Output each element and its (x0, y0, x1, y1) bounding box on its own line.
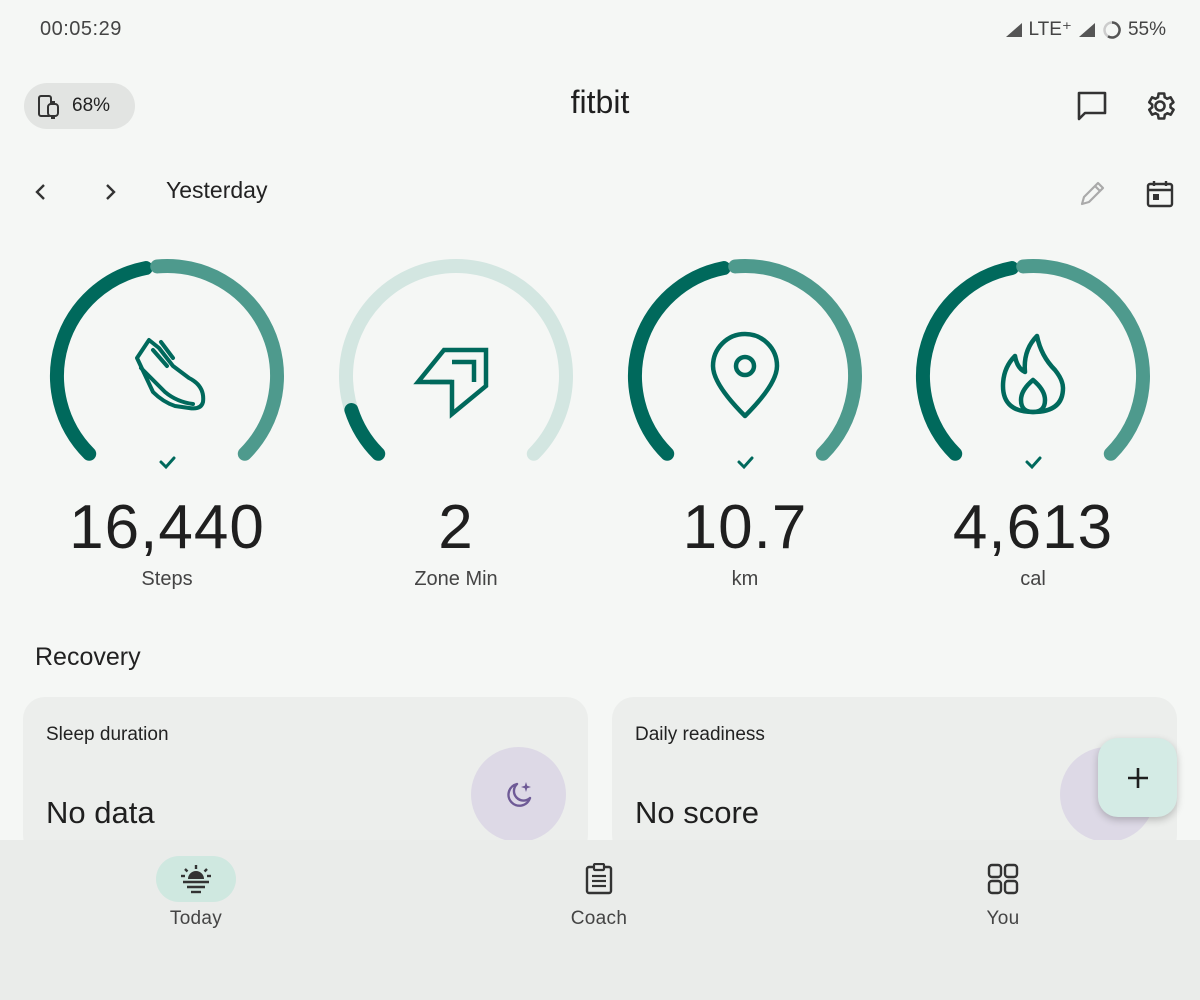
nav-today[interactable]: Today (96, 856, 296, 930)
stat-label: km (731, 568, 759, 590)
status-bar: 00:05:29 LTE⁺ 55% (0, 0, 1200, 60)
progress-ring (628, 259, 862, 470)
goal-check-icon (737, 456, 754, 470)
add-button[interactable] (1098, 738, 1177, 817)
clipboard-icon (585, 863, 613, 895)
pencil-icon (1080, 181, 1105, 206)
ring-progress-arc (344, 402, 386, 461)
app-title: fitbit (570, 84, 630, 120)
stat-zone-minutes[interactable]: 2 Zone Min (326, 248, 586, 608)
ring-track-arc (339, 259, 573, 461)
nav-label: You (986, 908, 1020, 929)
chevron-left-icon (35, 184, 45, 200)
network-label: LTE⁺ (1028, 19, 1072, 40)
calendar-button[interactable] (1140, 174, 1180, 214)
progress-ring (50, 259, 284, 470)
location-pin-icon (710, 331, 780, 419)
card-value: No data (46, 795, 155, 830)
sleep-duration-card[interactable]: Sleep duration No data (23, 697, 588, 857)
stat-label: Steps (141, 568, 193, 590)
battery-percent: 55% (1127, 18, 1166, 40)
daily-readiness-card[interactable]: Daily readiness No score (612, 697, 1177, 857)
next-day-button[interactable] (92, 174, 128, 210)
signal-icon (1078, 22, 1095, 37)
plus-icon (1127, 767, 1148, 788)
stat-label: Zone Min (414, 568, 498, 590)
ring-remainder-arc (150, 259, 284, 461)
gear-icon (1147, 92, 1175, 120)
goal-check-icon (1025, 456, 1042, 470)
progress-ring (339, 259, 573, 461)
battery-icon (1103, 20, 1121, 39)
nav-icon-pill (963, 856, 1043, 902)
sunrise-icon (181, 865, 211, 894)
stat-calories[interactable]: 4,613 cal (903, 248, 1163, 608)
date-label: Yesterday (166, 177, 268, 203)
nav-icon-pill (559, 856, 639, 902)
flame-icon (1000, 333, 1066, 415)
stat-value: 2 (438, 493, 474, 562)
ring-progress-arc (50, 261, 153, 461)
shoe-icon (135, 338, 206, 411)
nav-icon-pill (156, 856, 236, 902)
calendar-icon (1146, 181, 1174, 208)
stat-steps[interactable]: 16,440 Steps (37, 248, 297, 608)
device-icon (38, 95, 59, 119)
status-time: 00:05:29 (40, 18, 122, 40)
grid-icon (987, 863, 1019, 895)
bottom-nav: Today Coach You (0, 840, 1200, 1000)
card-title: Sleep duration (46, 724, 169, 745)
ring-remainder-arc (1016, 259, 1150, 461)
ring-remainder-arc (728, 259, 862, 461)
nav-label: Today (169, 908, 223, 929)
signal-icon (1005, 22, 1022, 37)
moon-icon (506, 781, 531, 807)
nav-you[interactable]: You (903, 856, 1103, 930)
sleep-badge (471, 747, 566, 842)
ring-progress-arc (916, 261, 1019, 461)
status-icons: LTE⁺ 55% (1005, 18, 1166, 41)
device-battery-label: 68% (72, 95, 111, 116)
edit-button[interactable] (1072, 174, 1112, 214)
card-title: Daily readiness (635, 724, 765, 745)
zone-arrow-icon (413, 347, 489, 419)
stat-value: 16,440 (69, 493, 265, 562)
nav-label: Coach (570, 908, 628, 929)
nav-coach[interactable]: Coach (499, 856, 699, 930)
goal-check-icon (159, 456, 176, 470)
settings-button[interactable] (1142, 88, 1178, 124)
stat-label: cal (1020, 568, 1046, 590)
progress-ring (916, 259, 1150, 470)
previous-day-button[interactable] (23, 174, 59, 210)
stat-distance[interactable]: 10.7 km (615, 248, 875, 608)
messages-button[interactable] (1074, 88, 1110, 124)
card-value: No score (635, 795, 760, 830)
section-title-recovery: Recovery (35, 643, 141, 671)
stat-value: 10.7 (682, 493, 808, 562)
chat-icon (1077, 91, 1107, 121)
device-battery-pill[interactable]: 68% (24, 83, 135, 129)
ring-progress-arc (628, 261, 731, 461)
stat-value: 4,613 (952, 493, 1114, 562)
chevron-right-icon (106, 184, 116, 200)
